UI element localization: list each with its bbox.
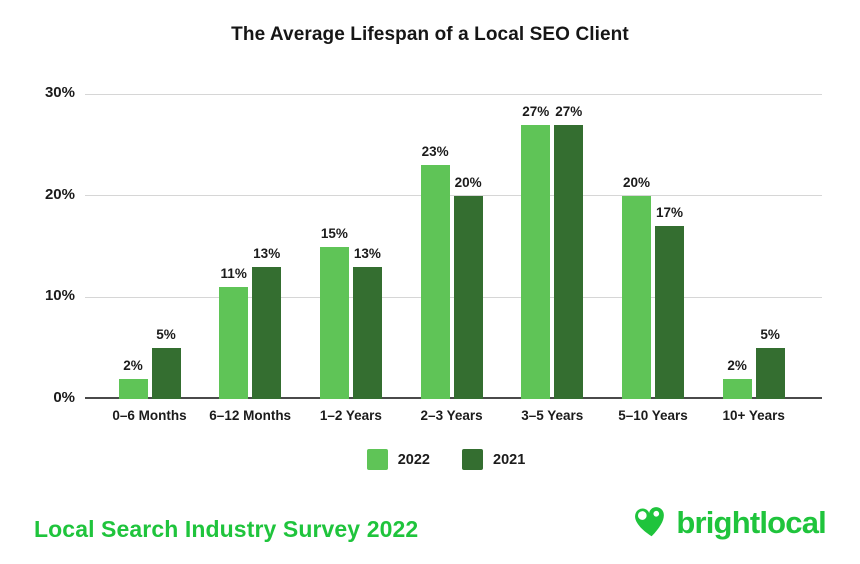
- heart-pin-icon: [632, 504, 668, 543]
- legend-label-2022: 2022: [397, 451, 430, 468]
- bar-2021-6: [655, 226, 684, 399]
- bar-2022-1: [118, 378, 148, 399]
- y-tick-label-10: 10%: [44, 287, 75, 305]
- source-label: Local Search Industry Survey 2022: [34, 516, 419, 542]
- value-label-2022-4: 23%: [421, 144, 449, 160]
- category-label-2: 6–12 Months: [209, 408, 292, 423]
- brightlocal-logo: brightlocal: [632, 503, 827, 543]
- gridline-10: [85, 296, 822, 298]
- bar-2022-3: [319, 246, 349, 399]
- value-label-2022-7: 2%: [727, 357, 747, 373]
- legend: 2022 2021: [16, 449, 860, 470]
- value-label-2021-7: 5%: [760, 327, 780, 343]
- plot-area: 0% 10% 20% 30% 2% 5% 0–6 Months 11% 13% 6–12 Mont…: [45, 84, 822, 423]
- legend-item-2021: 2021: [462, 449, 525, 470]
- value-label-2022-1: 2%: [123, 357, 143, 373]
- x-axis-line: [85, 397, 822, 399]
- value-label-2022-6: 20%: [622, 174, 651, 190]
- heart-shape: [635, 506, 665, 536]
- bar-2022-2: [219, 287, 249, 399]
- bar-2022-4: [420, 165, 450, 399]
- category-label-1: 0–6 Months: [112, 408, 187, 423]
- legend-item-2022: 2022: [366, 449, 430, 470]
- y-tick-label-30: 30%: [44, 84, 75, 101]
- value-label-2022-2: 11%: [220, 266, 247, 282]
- bar-2021-5: [554, 124, 584, 399]
- legend-label-2021: 2021: [493, 451, 526, 468]
- category-label-7: 10+ Years: [722, 408, 785, 423]
- value-label-2021-2: 13%: [253, 245, 281, 261]
- legend-swatch-2022: [366, 449, 388, 470]
- value-label-2021-4: 20%: [454, 174, 482, 190]
- value-label-2021-1: 5%: [156, 327, 176, 343]
- value-label-2021-3: 13%: [353, 245, 381, 261]
- value-label-2021-6: 17%: [655, 205, 684, 221]
- bar-2022-5: [521, 124, 551, 399]
- bar-2021-2: [252, 266, 282, 399]
- bar-2022-7: [722, 378, 752, 399]
- bar-2021-3: [352, 266, 382, 399]
- bar-2021-7: [755, 348, 785, 399]
- category-label-4: 2–3 Years: [420, 408, 483, 423]
- category-label-5: 3–5 Years: [521, 408, 584, 423]
- chart-title: The Average Lifespan of a Local SEO Clie…: [231, 24, 629, 45]
- category-label-3: 1–2 Years: [319, 408, 382, 423]
- value-label-2022-5: 27%: [522, 103, 550, 119]
- bar-2021-1: [151, 348, 181, 399]
- y-tick-label-20: 20%: [44, 185, 75, 203]
- category-label-6: 5–10 Years: [618, 408, 688, 423]
- value-label-2021-5: 27%: [555, 103, 583, 119]
- value-label-2022-3: 15%: [320, 225, 348, 241]
- gridline-30: [85, 93, 822, 95]
- bar-2022-6: [622, 195, 651, 399]
- brand-wordmark: brightlocal: [676, 505, 826, 540]
- legend-swatch-2021: [462, 449, 483, 470]
- y-tick-label-0: 0%: [53, 389, 75, 406]
- bar-2021-4: [453, 195, 483, 399]
- gridline-20: [85, 195, 822, 197]
